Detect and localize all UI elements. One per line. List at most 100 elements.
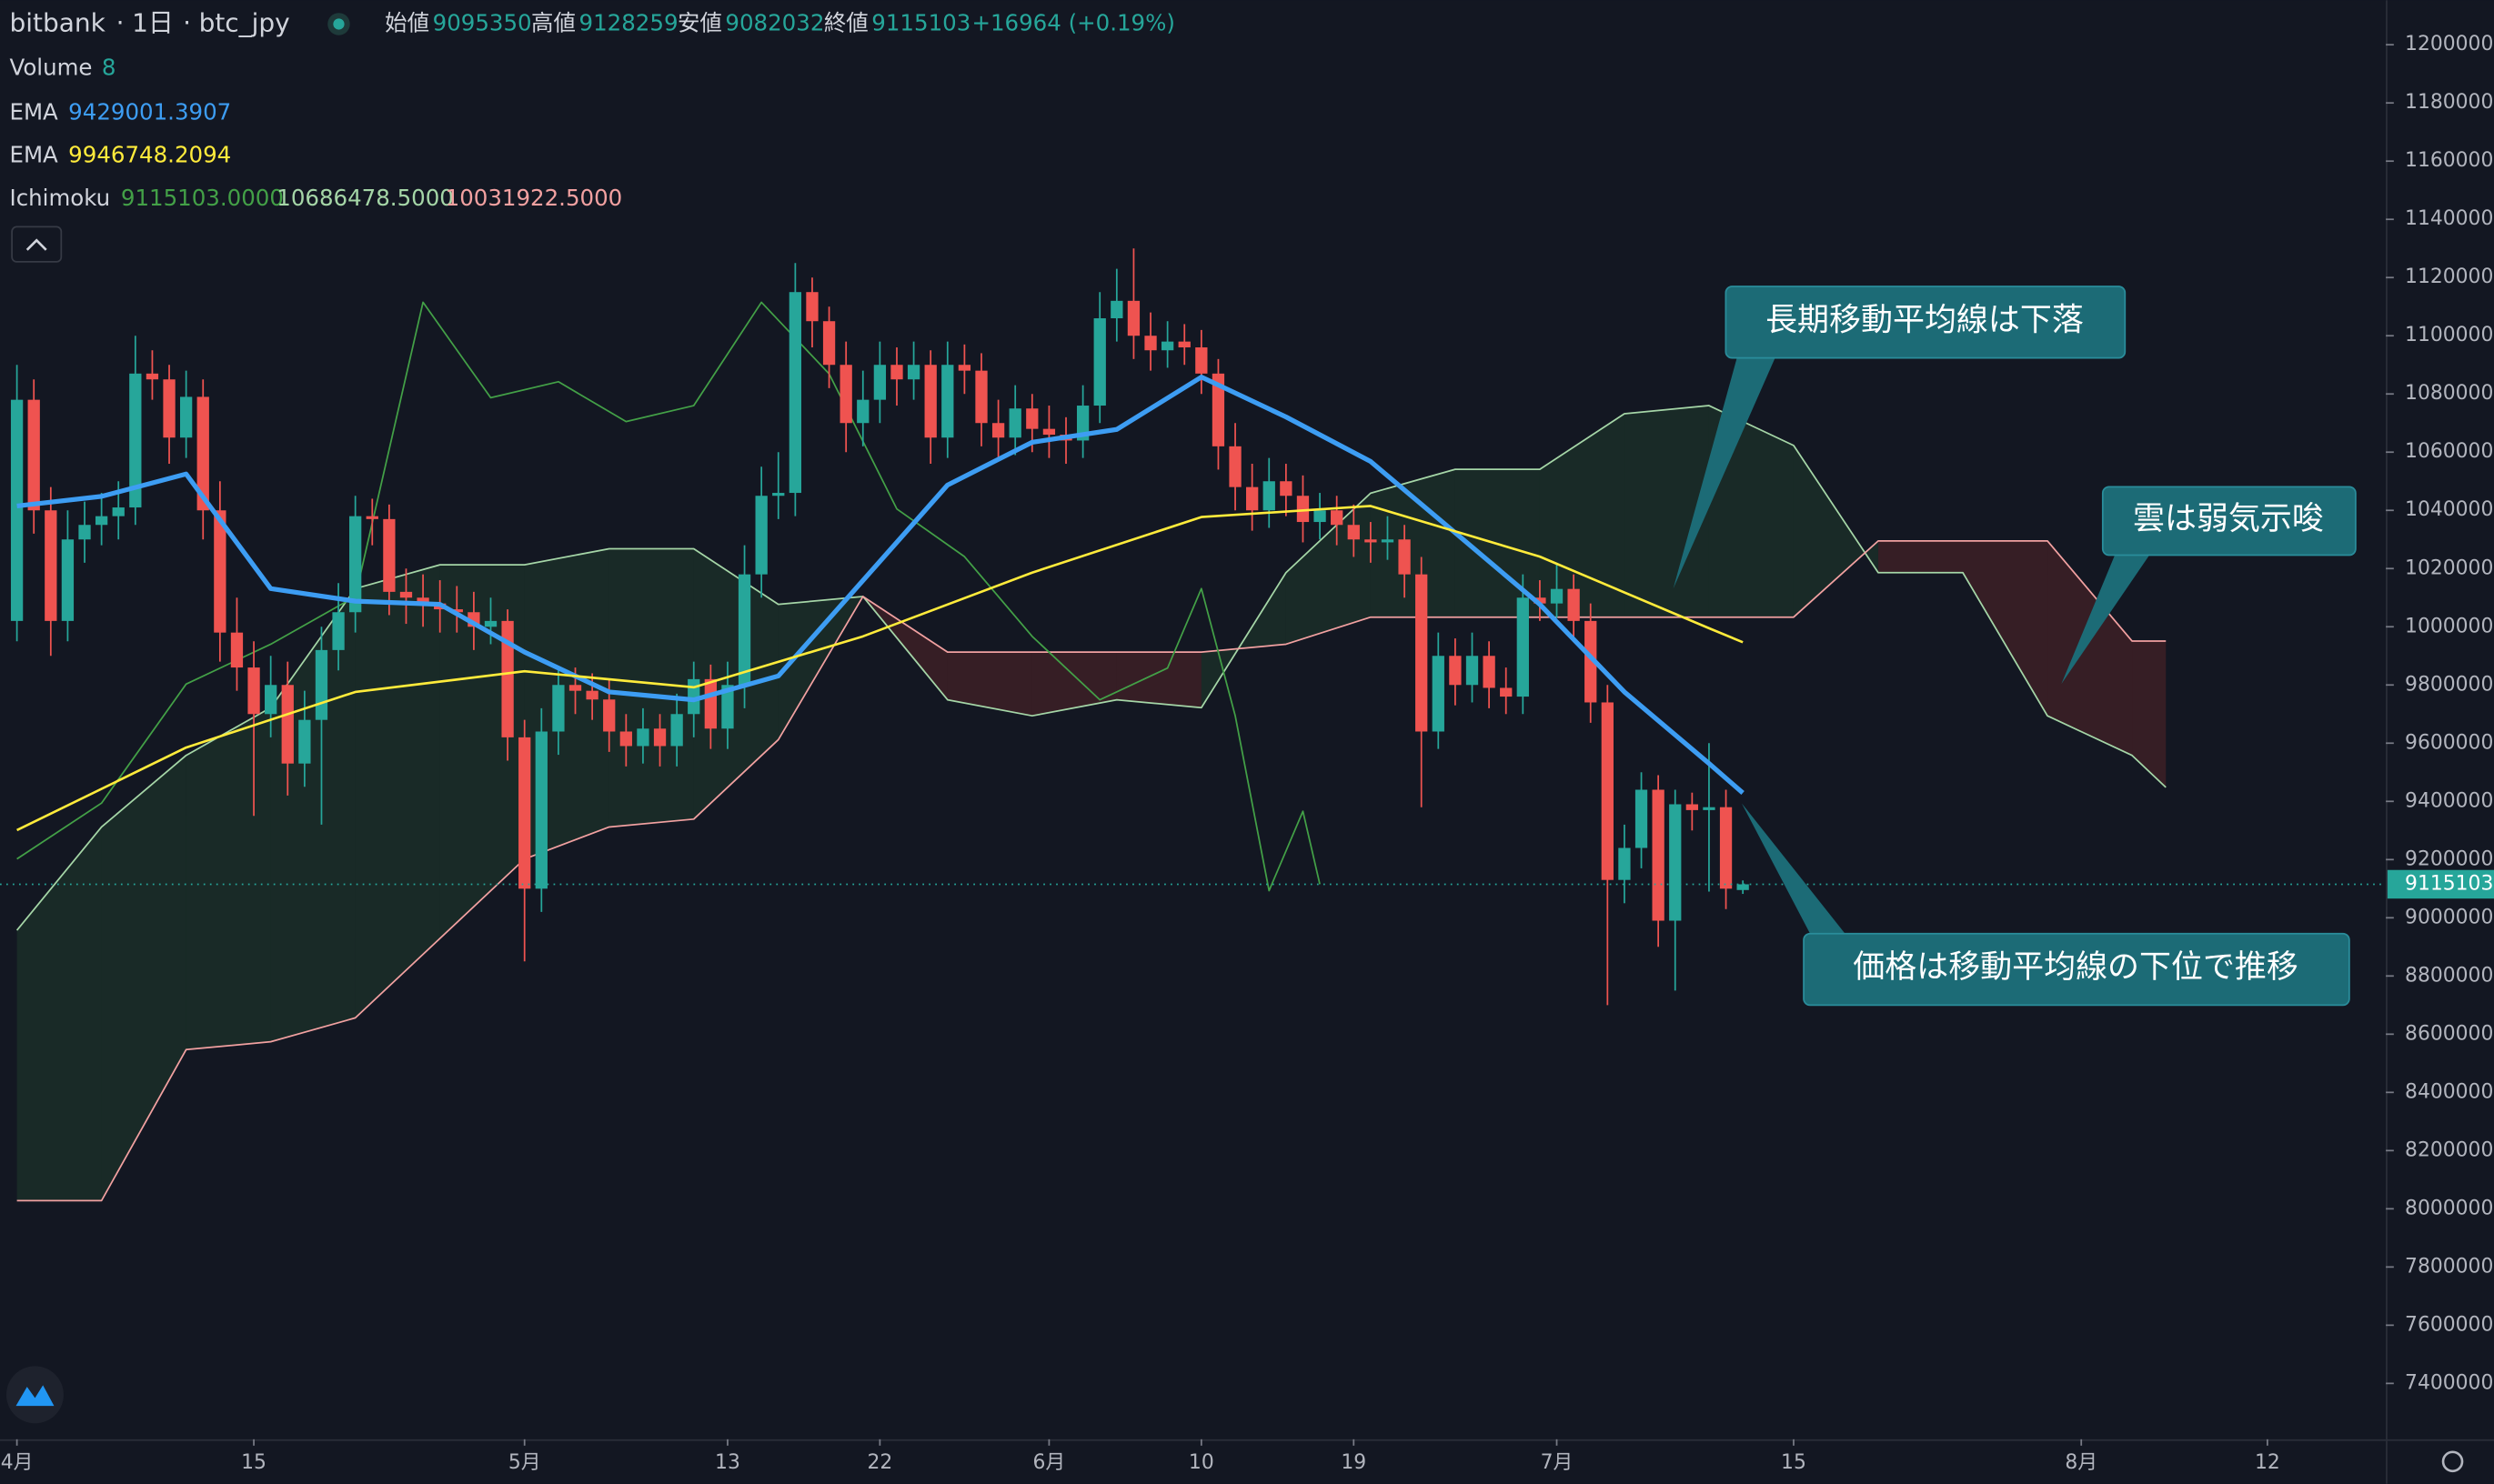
y-tick-label: 7800000 bbox=[2405, 1255, 2493, 1278]
callout-text: 長期移動平均線は下落 bbox=[1765, 302, 2084, 338]
y-tick-label: 7400000 bbox=[2405, 1371, 2493, 1394]
candle-body bbox=[399, 591, 413, 598]
candle-body bbox=[653, 728, 667, 747]
legend-value: 9429001.3907 bbox=[68, 98, 231, 125]
cloud-fill bbox=[1877, 540, 1964, 573]
candle-body bbox=[1111, 300, 1123, 319]
candle-body bbox=[146, 373, 159, 380]
cloud-fill bbox=[2132, 640, 2167, 787]
ohlc-label: 終値 bbox=[824, 9, 869, 35]
cloud-fill bbox=[1031, 652, 1117, 717]
candle-body bbox=[1398, 539, 1411, 575]
ema-line bbox=[16, 505, 1744, 832]
candle-body bbox=[721, 685, 734, 729]
symbol: btc_jpy bbox=[199, 7, 290, 37]
x-tick-label: 22 bbox=[867, 1451, 892, 1474]
candle-body bbox=[1500, 687, 1513, 697]
legend-name: Ichimoku bbox=[9, 185, 110, 211]
candle-body bbox=[806, 292, 819, 322]
ohlc-value: 9128259 bbox=[579, 9, 679, 35]
candle-body bbox=[27, 399, 40, 511]
candle-body bbox=[1669, 804, 1682, 921]
settings-button[interactable] bbox=[2441, 1450, 2464, 1473]
candle-body bbox=[1567, 588, 1580, 621]
candle-body bbox=[1262, 481, 1275, 511]
candle-body bbox=[1364, 539, 1377, 543]
logo[interactable] bbox=[5, 1366, 64, 1424]
candle-body bbox=[1601, 702, 1614, 880]
candle-body bbox=[1516, 597, 1529, 697]
last-price-label: 9115103 bbox=[2405, 872, 2493, 895]
callout bbox=[1803, 932, 2350, 1007]
collapse-button[interactable] bbox=[11, 226, 63, 263]
separator: · bbox=[116, 7, 125, 37]
candle-body bbox=[552, 685, 565, 732]
candle-body bbox=[95, 516, 108, 526]
callout-pointer bbox=[1741, 803, 1845, 934]
cloud-fill bbox=[355, 565, 440, 1018]
plot-area bbox=[0, 248, 2387, 1202]
candle-body bbox=[281, 685, 294, 764]
candle-body bbox=[1313, 510, 1326, 523]
candle-body bbox=[670, 714, 683, 747]
candle-body bbox=[991, 423, 1005, 438]
candle-body bbox=[214, 510, 226, 633]
candle-body bbox=[332, 612, 345, 650]
x-tick-label: 6月 bbox=[1033, 1451, 1066, 1474]
candle-body bbox=[417, 597, 429, 604]
candle-body bbox=[890, 365, 903, 380]
candle-body bbox=[1415, 574, 1428, 732]
candle-body bbox=[1280, 481, 1292, 496]
legend-value: 10031922.5000 bbox=[446, 185, 623, 211]
legend-value: 8 bbox=[102, 54, 116, 80]
candle-body bbox=[1042, 428, 1056, 436]
candle-body bbox=[873, 365, 887, 400]
candle-body bbox=[1347, 525, 1360, 540]
candle-body bbox=[619, 731, 632, 747]
candle-body bbox=[1127, 300, 1141, 336]
candle-body bbox=[1195, 347, 1208, 374]
y-tick-label: 10200000 bbox=[2405, 556, 2494, 579]
status-dot bbox=[333, 18, 345, 30]
cloud-fill bbox=[947, 652, 1032, 717]
ohlc-label: 高値 bbox=[531, 9, 576, 35]
candle-body bbox=[1634, 789, 1648, 848]
candle-body bbox=[179, 396, 193, 438]
legend-name: Volume bbox=[9, 54, 92, 80]
callout-text: 雲は弱気示唆 bbox=[2133, 501, 2324, 537]
candle-body bbox=[1652, 789, 1664, 921]
x-tick-label: 19 bbox=[1341, 1451, 1366, 1474]
exchange: bitbank bbox=[9, 7, 106, 37]
separator: · bbox=[183, 7, 191, 37]
candle-body bbox=[941, 365, 954, 438]
cloud-fill bbox=[1963, 540, 2048, 717]
x-tick-label: 5月 bbox=[508, 1451, 541, 1474]
candle-body bbox=[1144, 336, 1157, 351]
candle-body bbox=[1331, 510, 1343, 526]
candle-body bbox=[349, 516, 362, 613]
interval: 1日 bbox=[132, 7, 174, 37]
candle-body bbox=[1178, 341, 1191, 348]
candle-body bbox=[1026, 408, 1039, 429]
y-tick-label: 11400000 bbox=[2405, 207, 2494, 230]
candle-body bbox=[484, 620, 498, 627]
candle-body bbox=[1212, 373, 1225, 446]
legend-value: 10686478.5000 bbox=[277, 185, 454, 211]
cloud-fill bbox=[16, 827, 102, 1201]
candle-body bbox=[265, 685, 277, 715]
y-tick-label: 8800000 bbox=[2405, 964, 2493, 987]
candle-body bbox=[789, 292, 802, 494]
y-tick-label: 10400000 bbox=[2405, 498, 2494, 521]
candle-body bbox=[1009, 408, 1021, 438]
candle-body bbox=[78, 525, 91, 540]
candle-body bbox=[1432, 656, 1444, 732]
last-price-tag bbox=[2387, 869, 2494, 899]
candle-body bbox=[958, 365, 971, 371]
x-tick-label: 10 bbox=[1189, 1451, 1214, 1474]
ohlc-label: 始値 bbox=[385, 9, 429, 35]
ohlc-value: 9095350 bbox=[433, 9, 532, 35]
candle-body bbox=[1246, 486, 1259, 511]
candle-body bbox=[857, 399, 870, 424]
x-tick-label: 13 bbox=[715, 1451, 740, 1474]
x-tick-label: 8月 bbox=[2065, 1451, 2097, 1474]
